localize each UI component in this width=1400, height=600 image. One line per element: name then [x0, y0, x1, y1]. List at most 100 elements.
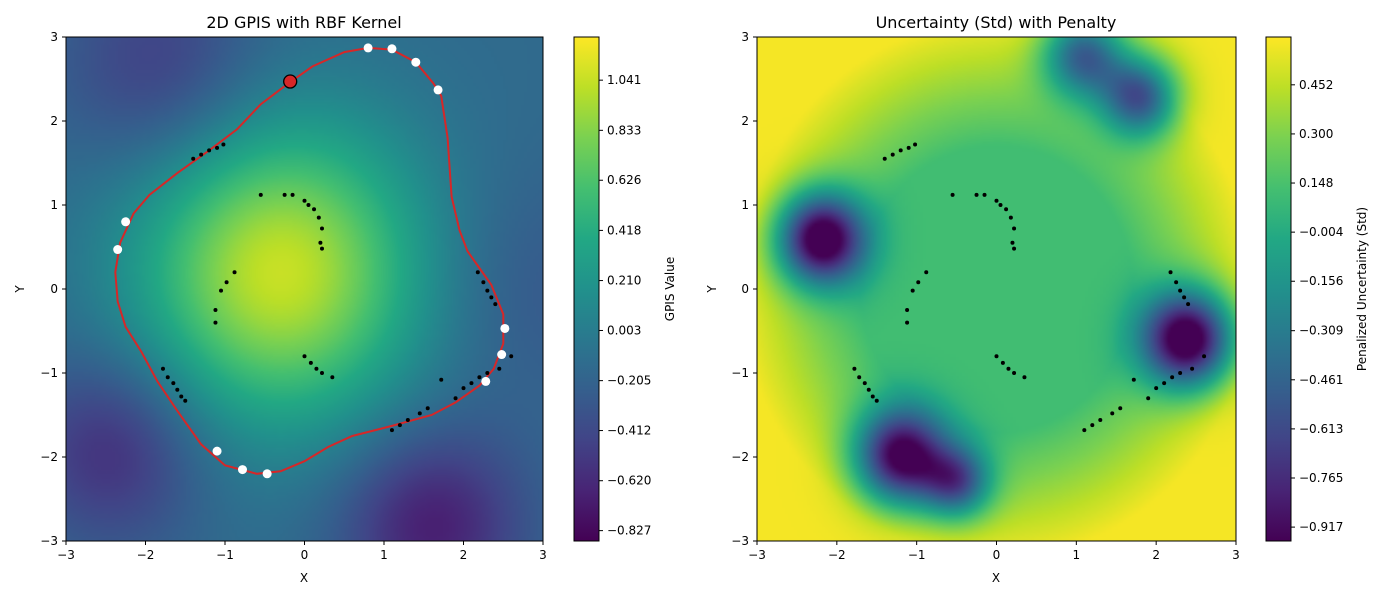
uncertainty-heatmap — [757, 37, 1236, 541]
y-tick-label: 2 — [50, 114, 58, 128]
observed-point — [282, 192, 287, 197]
x-tick-label: −1 — [216, 548, 234, 562]
observed-point — [1146, 396, 1151, 401]
uncertainty-x-ticks: −3 −2 −1 0 1 2 3 — [748, 541, 1240, 562]
observed-point — [165, 375, 170, 380]
observed-point — [1010, 240, 1015, 245]
observed-point — [477, 375, 482, 380]
inducing-point — [481, 376, 491, 386]
uncertainty-x-label: X — [992, 571, 1000, 585]
y-tick-label: 0 — [741, 282, 749, 296]
inducing-point — [363, 43, 373, 53]
colorbar-tick-label: −0.461 — [1299, 373, 1343, 387]
colorbar-tick-label: −0.827 — [607, 524, 651, 538]
y-tick-label: −3 — [731, 534, 749, 548]
observed-point — [314, 366, 319, 371]
inducing-point — [113, 245, 123, 255]
observed-point — [1202, 354, 1207, 359]
observed-point — [318, 240, 323, 245]
observed-point — [485, 288, 490, 293]
observed-point — [417, 411, 422, 416]
observed-point — [905, 320, 910, 325]
gpis-colorbar-ticks: −0.827 −0.620 −0.412 −0.205 0.003 0.210 0.418 0… — [599, 73, 651, 538]
y-tick-label: 2 — [741, 114, 749, 128]
observed-point — [232, 270, 237, 275]
observed-point — [1008, 215, 1013, 220]
colorbar-tick-label: −0.620 — [607, 474, 651, 488]
observed-point — [882, 156, 887, 161]
observed-point — [175, 387, 180, 392]
observed-point — [290, 192, 295, 197]
colorbar-tick-label: −0.412 — [607, 424, 651, 438]
observed-point — [171, 381, 176, 386]
gpis-panel: 2D GPIS with RBF Kernel −3 −2 −1 0 1 2 3 −3−2−… — [13, 13, 677, 585]
y-tick-label: −2 — [40, 450, 58, 464]
observed-point — [1182, 295, 1187, 300]
colorbar-tick-label: −0.765 — [1299, 471, 1343, 485]
observed-point — [910, 288, 915, 293]
observed-point — [308, 360, 313, 365]
colorbar-tick-label: 0.210 — [607, 274, 641, 288]
observed-point — [870, 394, 875, 399]
observed-point — [481, 280, 486, 285]
observed-point — [191, 156, 196, 161]
observed-point — [319, 246, 324, 251]
colorbar-tick-label: −0.205 — [607, 374, 651, 388]
x-tick-label: −2 — [828, 548, 846, 562]
observed-point — [1190, 366, 1195, 371]
observed-point — [219, 288, 224, 293]
observed-point — [1012, 246, 1017, 251]
y-tick-label: −1 — [731, 366, 749, 380]
observed-point — [485, 371, 490, 375]
observed-point — [1004, 207, 1009, 212]
colorbar-tick-label: 1.041 — [607, 73, 641, 87]
observed-point — [924, 270, 929, 275]
x-tick-label: 3 — [1232, 548, 1240, 562]
colorbar-tick-label: 0.300 — [1299, 127, 1333, 141]
gpis-heatmap — [66, 37, 543, 541]
uncertainty-y-ticks: −3 −2 −1 0 1 2 3 — [731, 30, 757, 548]
x-tick-label: 2 — [1152, 548, 1160, 562]
observed-point — [982, 192, 987, 197]
observed-point — [461, 386, 466, 391]
observed-point — [1118, 406, 1123, 411]
observed-point — [509, 354, 514, 359]
observed-point — [852, 366, 857, 371]
observed-point — [1110, 411, 1115, 416]
uncertainty-colorbar-ticks: −0.917 −0.765 −0.613 −0.461 −0.309 −0.156 −0.0… — [1291, 78, 1343, 534]
uncertainty-colorbar — [1265, 36, 1292, 542]
x-tick-label: 3 — [539, 548, 547, 562]
observed-point — [493, 302, 498, 307]
inducing-point — [237, 465, 247, 475]
observed-point — [215, 145, 220, 150]
observed-point — [1012, 226, 1017, 231]
observed-point — [1162, 381, 1167, 386]
observed-point — [906, 145, 911, 150]
y-tick-label: 1 — [741, 198, 749, 212]
inducing-point — [121, 217, 131, 227]
uncertainty-colorbar-label: Penalized Uncertainty (Std) — [1355, 207, 1369, 371]
gpis-colorbar — [573, 36, 600, 542]
colorbar-tick-label: −0.613 — [1299, 422, 1343, 436]
colorbar-tick-label: 0.003 — [607, 323, 641, 337]
observed-point — [1178, 288, 1183, 293]
colorbar-tick-label: −0.309 — [1299, 324, 1343, 338]
observed-point — [890, 152, 895, 157]
observed-point — [207, 148, 212, 153]
observed-point — [213, 320, 218, 325]
observed-point — [397, 423, 402, 428]
x-tick-label: 2 — [460, 548, 468, 562]
observed-point — [330, 375, 335, 380]
observed-point — [874, 398, 879, 403]
gpis-x-ticks: −3 −2 −1 0 1 2 3 — [57, 541, 547, 562]
gpis-highlight-point — [283, 74, 298, 89]
observed-point — [1168, 270, 1173, 275]
x-tick-label: 0 — [301, 548, 309, 562]
observed-point — [1000, 360, 1005, 365]
y-tick-label: 1 — [50, 198, 58, 212]
y-tick-label: 3 — [741, 30, 749, 44]
inducing-point — [433, 85, 443, 95]
uncertainty-title: Uncertainty (Std) with Penalty — [876, 13, 1117, 32]
y-tick-label: 0 — [50, 282, 58, 296]
observed-point — [1022, 375, 1027, 380]
